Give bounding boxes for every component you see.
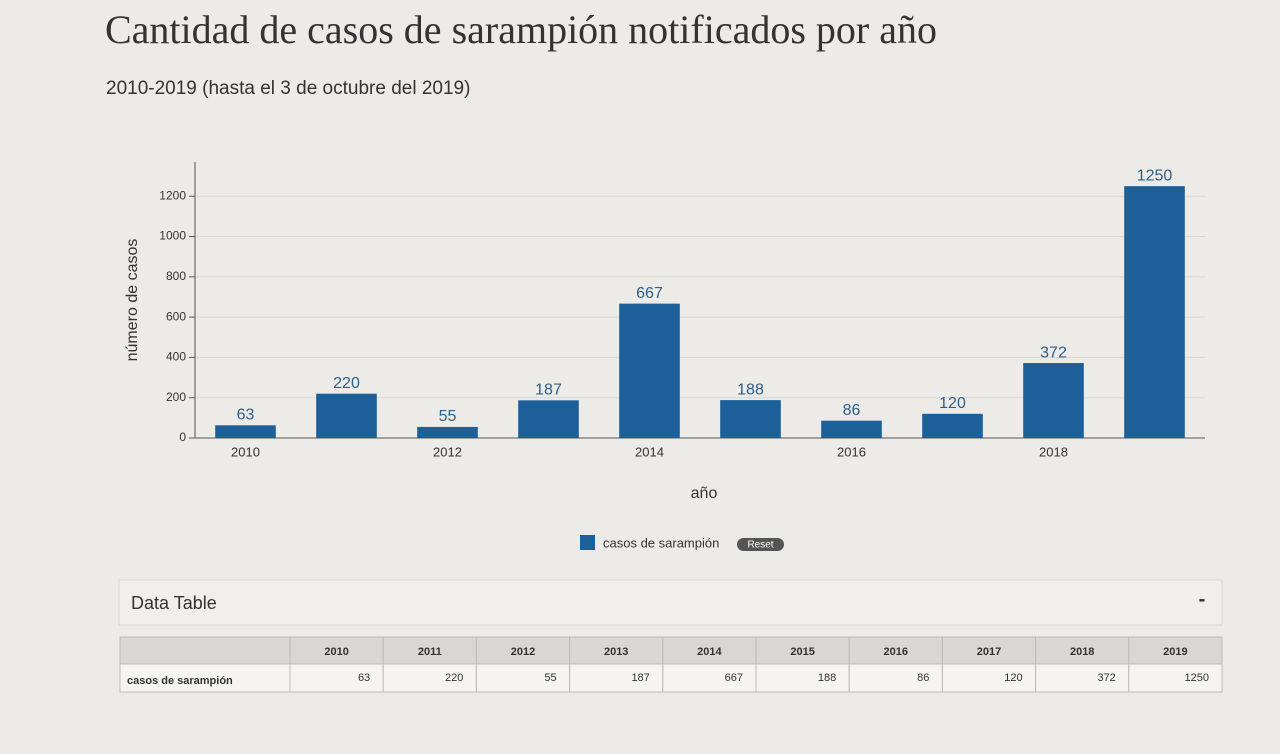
legend-swatch [580,535,595,550]
row-cell [475,663,571,693]
table-value: 667 [725,672,743,684]
bar [1124,186,1185,438]
table-value: 220 [445,672,463,684]
y-tick-label: 800 [166,269,186,283]
bar [518,400,579,438]
column-header: 2012 [511,646,535,658]
row-cell [569,663,664,693]
x-tick-label: 2016 [837,444,866,459]
bar [821,420,882,438]
value-label: 120 [939,395,966,412]
table-value: 187 [631,672,649,684]
column-header: 2015 [790,646,814,658]
bar [417,426,478,438]
reset-label[interactable]: Reset [747,540,773,551]
table-value: 188 [818,672,836,684]
x-tick-label: 2014 [635,444,664,459]
table-toggle[interactable]: - [1199,588,1206,610]
row-label: casos de sarampión [127,675,233,687]
header-cell [1128,636,1223,665]
chart-subtitle: 2010-2019 (hasta el 3 de octubre del 201… [106,78,470,99]
bar [922,413,983,438]
row-cell [662,663,757,693]
y-tick-label: 0 [179,430,186,444]
value-label: 1250 [1137,167,1173,184]
y-tick-label: 1000 [159,229,186,243]
row-cell [1128,663,1223,693]
bar [619,303,680,438]
header-cell [119,636,291,665]
value-label: 55 [439,408,457,425]
bar [720,400,781,438]
x-tick-label: 2018 [1039,444,1068,459]
y-tick-label: 400 [166,350,186,364]
column-header: 2019 [1163,646,1187,658]
column-header: 2013 [604,646,628,658]
value-label: 667 [636,285,663,302]
column-header: 2010 [324,646,348,658]
row-cell [1035,663,1130,693]
chart-title: Cantidad de casos de sarampión notificad… [105,7,937,52]
x-tick-label: 2012 [433,444,462,459]
reset-button[interactable] [737,538,784,551]
bar [1023,363,1084,438]
column-header: 2018 [1070,646,1094,658]
x-tick-label: 2010 [231,444,260,459]
row-cell [848,663,943,693]
bar [215,425,276,438]
header-cell [941,636,1037,665]
table-value: 372 [1097,672,1115,684]
column-header: 2016 [884,646,908,658]
value-label: 63 [237,407,255,424]
value-label: 86 [843,402,861,419]
value-label: 188 [737,381,764,398]
value-label: 187 [535,382,562,399]
legend-label: casos de sarampión [603,535,719,550]
row-cell [382,663,477,693]
table-value: 63 [358,672,370,684]
x-axis-title: año [691,485,718,502]
row-cell [289,663,384,693]
table-title: Data Table [131,593,217,613]
header-cell [848,636,943,665]
header-cell [1035,636,1130,665]
y-tick-label: 1200 [159,188,186,202]
table-value: 55 [544,672,556,684]
table-panel [118,579,1223,626]
table-value: 1250 [1185,672,1209,684]
value-label: 220 [333,375,360,392]
header-cell [662,636,757,665]
header-cell [382,636,477,665]
table-value: 120 [1004,672,1022,684]
y-axis-title: número de casos [124,239,141,362]
y-tick-label: 200 [166,390,186,404]
value-label: 372 [1040,344,1067,361]
column-header: 2011 [418,646,442,658]
row-cell [941,663,1037,693]
bar [316,393,377,438]
y-tick-label: 600 [166,309,186,323]
column-header: 2014 [697,646,722,658]
column-header: 2017 [977,646,1001,658]
row-cell [119,663,291,693]
table-value: 86 [917,672,929,684]
